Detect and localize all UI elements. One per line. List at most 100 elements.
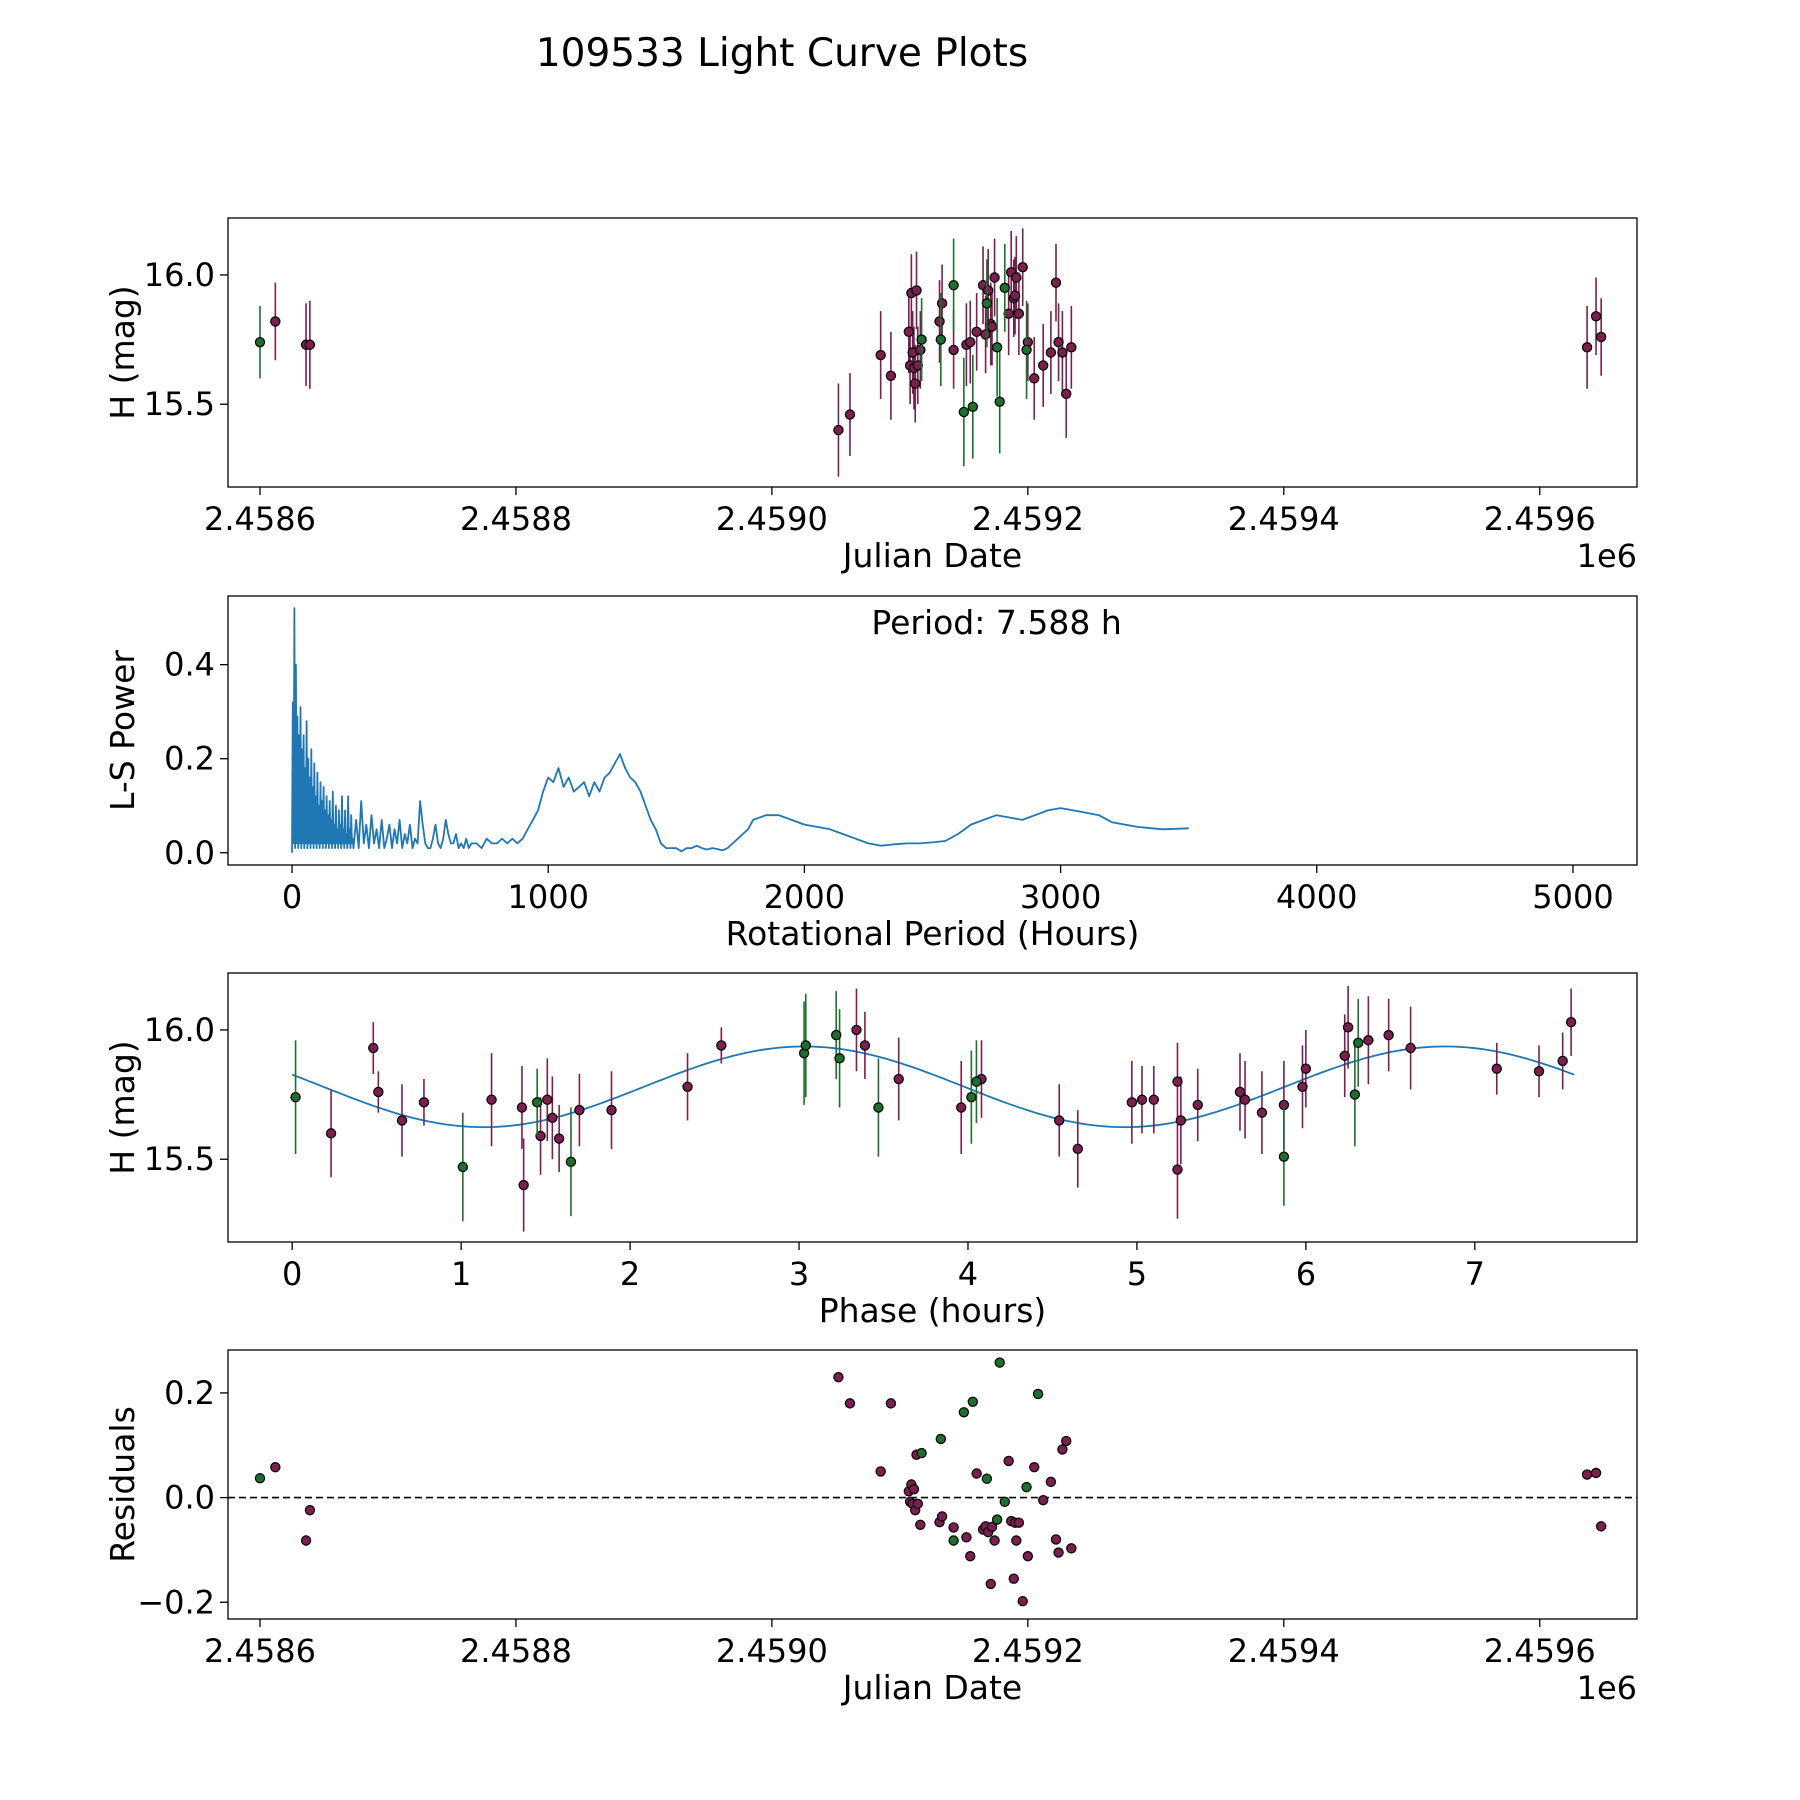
residuals-point (254, 1473, 266, 1484)
phase-point (1148, 1094, 1160, 1105)
lc-point (982, 285, 994, 296)
residuals-point (967, 1396, 979, 1408)
phase-point (1342, 1022, 1354, 1033)
figure-title: 109533 Light Curve Plots (536, 31, 1028, 76)
residuals-point (844, 1398, 856, 1409)
periodogram-line (291, 607, 1189, 853)
residuals-point (958, 1407, 970, 1418)
residuals-point (985, 1578, 996, 1590)
residuals-point (986, 1521, 998, 1533)
lc-point (991, 342, 1003, 353)
lc-point (833, 424, 844, 436)
periodogram-xtick-label: 1000 (508, 878, 589, 916)
phase-point (851, 1024, 862, 1036)
phase-point (542, 1094, 553, 1105)
residuals-ylabel: Residuals (103, 1406, 142, 1563)
lc-point (971, 326, 982, 338)
lc-plot-area (254, 228, 1607, 477)
lc-point (903, 326, 915, 338)
residuals-xtick-label: 2.4596 (1484, 1632, 1596, 1670)
lc-point (304, 339, 316, 350)
residuals-point (912, 1498, 923, 1510)
lc-frame (227, 217, 1638, 488)
phase-point (535, 1130, 546, 1142)
phase-xtick-label: 6 (1296, 1255, 1316, 1293)
periodogram-ytick-label: 0.4 (164, 646, 215, 684)
periodogram-plot-area (291, 607, 1189, 853)
residuals-xtick-label: 2.4590 (716, 1632, 828, 1670)
lc-xtick-label: 2.4592 (972, 500, 1084, 538)
lc-point (885, 370, 897, 381)
periodogram-xtick-label: 5000 (1532, 878, 1613, 916)
phase-xtick-label: 3 (789, 1255, 809, 1293)
phase-point (1136, 1094, 1148, 1105)
residuals-point (1045, 1476, 1057, 1488)
phase-point (1278, 1151, 1290, 1162)
residuals-point (999, 1496, 1011, 1507)
residuals-point (1057, 1444, 1068, 1455)
phase-ytick-label: 16.0 (144, 1011, 215, 1049)
phase-point (682, 1081, 693, 1093)
phase-point (325, 1128, 337, 1139)
residuals-point (1050, 1534, 1062, 1545)
lc-point (981, 298, 993, 309)
phase-frame (227, 972, 1638, 1243)
lc-point (948, 344, 959, 356)
lc-point (936, 298, 948, 309)
lc-point (1021, 344, 1032, 356)
lc-point (916, 334, 927, 345)
residuals-point (1022, 1550, 1034, 1562)
residuals-point (875, 1466, 886, 1477)
lc-xtick-label: 2.4588 (460, 500, 572, 538)
phase-point (1054, 1115, 1065, 1126)
phase-xtick-label: 1 (451, 1255, 471, 1293)
lc-xtick-label: 2.4594 (1228, 500, 1340, 538)
lc-ytick-label: 16.0 (144, 256, 215, 294)
phase-point (966, 1091, 977, 1103)
periodogram-xtick-label: 4000 (1276, 878, 1357, 916)
phase-fit-curve (291, 1045, 1575, 1129)
phase-point (1363, 1035, 1374, 1046)
lc-point (1057, 347, 1068, 358)
lc-point (1053, 336, 1064, 348)
residuals-point (833, 1372, 844, 1383)
residuals-frame (227, 1349, 1638, 1620)
phase-xtick-label: 0 (282, 1255, 302, 1293)
phase-point (1192, 1099, 1203, 1111)
phase-point (1491, 1063, 1502, 1074)
residuals-point (1021, 1481, 1032, 1493)
phase-point (800, 1040, 811, 1051)
phase-point (531, 1097, 543, 1108)
lc-point (1590, 311, 1602, 322)
lc-point (270, 316, 281, 327)
lc-xtick-label: 2.4590 (716, 500, 828, 538)
residuals-point (935, 1433, 947, 1445)
lc-point (1029, 373, 1040, 384)
periodogram-ytick-label: 0.0 (164, 834, 215, 872)
phase-point (486, 1094, 497, 1105)
residuals-point (948, 1535, 959, 1546)
lc-point (989, 272, 1000, 283)
lc-point (911, 285, 922, 296)
residuals-panel: 2.4586 2.4588 2.4590 2.4592 2.4594 2.4596 −0.2… (103, 1349, 1638, 1707)
residuals-xtick-label: 2.4588 (460, 1632, 572, 1670)
residuals-point (1003, 1455, 1014, 1467)
phase-point (1339, 1050, 1350, 1061)
residuals-point (971, 1468, 982, 1479)
residuals-ytick-label: 0.2 (164, 1374, 215, 1412)
phase-point (831, 1029, 842, 1041)
residuals-x-offset-label: 1e6 (1577, 1669, 1637, 1707)
phase-point (396, 1115, 408, 1126)
periodogram-xtick-label: 3000 (1020, 878, 1101, 916)
phase-point (893, 1073, 904, 1085)
lc-point (934, 316, 945, 327)
lc-point (1037, 360, 1049, 371)
periodogram-annotation: Period: 7.588 h (871, 603, 1121, 642)
residuals-point (965, 1550, 976, 1562)
lc-point (1045, 347, 1057, 358)
residuals-point (991, 1514, 1003, 1525)
residuals-point (981, 1473, 993, 1484)
lc-point (1009, 290, 1021, 301)
lc-x-offset-label: 1e6 (1577, 537, 1637, 575)
